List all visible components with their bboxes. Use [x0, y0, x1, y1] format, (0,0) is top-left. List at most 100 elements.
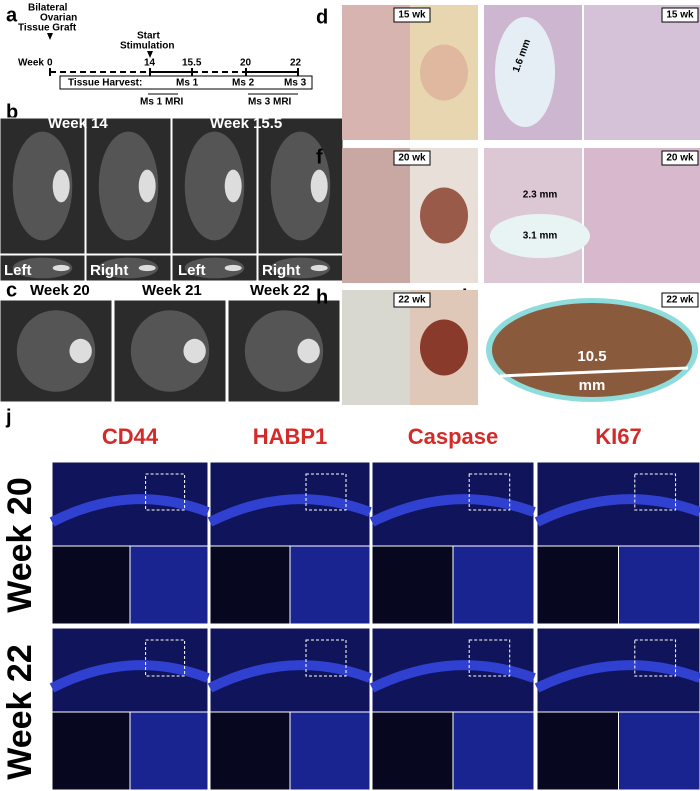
scale-label: 10.5	[577, 348, 606, 365]
annotation: Tissue Graft	[18, 23, 77, 34]
tag: 22 wk	[398, 295, 426, 306]
panel-title: Week 14	[48, 115, 108, 132]
graft	[310, 264, 328, 272]
fluorescence	[452, 711, 535, 791]
arrow	[147, 51, 153, 58]
panel-title: Week 21	[142, 282, 202, 299]
fluorescence	[371, 545, 454, 625]
panel-letter: h	[316, 286, 328, 308]
panel-title: Week 15.5	[210, 115, 282, 132]
fluorescence	[289, 711, 371, 791]
graft	[138, 169, 156, 203]
annotation: Ms 1 MRI	[140, 97, 184, 108]
panel-title: Week 20	[30, 282, 90, 299]
fluorescence	[129, 545, 209, 625]
tissue	[270, 131, 331, 241]
tag: 15 wk	[666, 10, 694, 21]
column-header: Caspase	[408, 424, 499, 449]
tag-box	[393, 150, 431, 166]
annotation: Ovarian	[40, 13, 77, 24]
fluorescence	[371, 711, 454, 791]
tissue	[244, 310, 324, 392]
fluorescence	[289, 545, 371, 625]
roi	[634, 639, 677, 677]
annotation: Ms 3 MRI	[248, 97, 292, 108]
tick-label: 20	[240, 58, 252, 69]
fluorescence	[618, 545, 700, 625]
row-label: Week 22	[1, 644, 39, 779]
tag: 20 wk	[398, 153, 426, 164]
row-label: Week 20	[1, 477, 39, 612]
panel-letter: a	[6, 4, 18, 26]
graft	[69, 338, 92, 364]
tag-box	[661, 7, 699, 23]
tag: 22 wk	[666, 295, 694, 306]
tissue	[184, 131, 245, 241]
harvest-box	[59, 75, 313, 90]
tick-label: 15.5	[182, 58, 202, 69]
panel-title: Week 22	[250, 282, 310, 299]
graft	[52, 264, 70, 272]
tag: 20 wk	[666, 153, 694, 164]
tag-box	[661, 292, 699, 308]
tissue-band	[207, 494, 372, 527]
label: Right	[90, 262, 128, 279]
tissue-band	[369, 494, 536, 527]
annotation: Bilateral	[28, 3, 68, 14]
tag-box	[393, 292, 431, 308]
photo	[342, 148, 410, 283]
roi	[305, 473, 347, 511]
column-header: HABP1	[253, 424, 328, 449]
fluorescence	[209, 711, 291, 791]
annotation: Ms 3	[284, 78, 307, 89]
tick-label: 0	[47, 58, 53, 69]
scale-line	[499, 366, 689, 378]
tissue	[420, 319, 468, 376]
scale-label: mm	[579, 377, 606, 394]
roi	[305, 639, 347, 677]
roi	[468, 473, 511, 511]
arrow	[47, 33, 53, 40]
tick-label: 22	[290, 58, 302, 69]
axis-label: Week	[18, 58, 44, 69]
tissue	[130, 310, 210, 392]
lumen	[490, 214, 590, 258]
photo	[342, 5, 410, 140]
scale-label: 2.3 mm	[523, 190, 558, 201]
tissue-band	[49, 494, 210, 527]
column-header: CD44	[102, 424, 159, 449]
tissue	[98, 131, 159, 241]
tag: 15 wk	[398, 10, 426, 21]
graft	[310, 169, 328, 203]
tissue	[98, 257, 159, 279]
roi	[634, 473, 677, 511]
annotation: Tissue Harvest:	[68, 78, 142, 89]
roi	[145, 473, 186, 511]
tag-box	[393, 7, 431, 23]
graft	[183, 338, 206, 364]
tick-label: 14	[144, 58, 156, 69]
annotation: Start	[137, 31, 160, 42]
panel-letter: j	[5, 406, 12, 428]
tissue-band	[369, 660, 536, 693]
fluorescence	[536, 711, 619, 791]
tag-box	[661, 150, 699, 166]
panel-letter: c	[6, 279, 17, 301]
graft	[297, 338, 320, 364]
fluorescence	[209, 545, 291, 625]
histology	[584, 5, 700, 140]
tissue	[16, 310, 96, 392]
label: Left	[4, 262, 32, 279]
column-header: KI67	[595, 424, 641, 449]
tissue-band	[534, 494, 700, 527]
graft	[224, 169, 242, 203]
tissue-band	[534, 660, 700, 693]
graft	[138, 264, 156, 272]
fluorescence	[51, 711, 131, 791]
fluorescence	[129, 711, 209, 791]
fluorescence	[51, 545, 131, 625]
lumen	[495, 17, 555, 127]
tissue	[420, 187, 468, 244]
annotation: Ms 1	[176, 78, 199, 89]
